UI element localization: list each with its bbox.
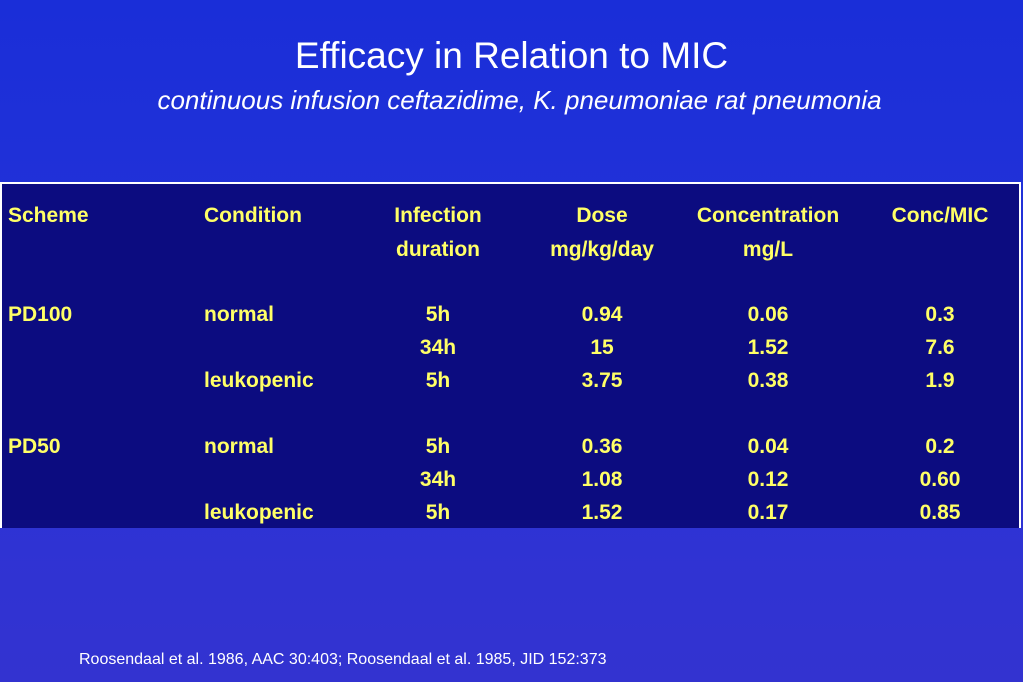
row-3-dose: 3.75	[581, 369, 623, 392]
row-6-duration: 5h	[425, 501, 451, 524]
row-1-duration: 5h	[425, 303, 451, 326]
row-4-condition: normal	[204, 435, 275, 458]
header-concentration-unit: mg/L	[742, 238, 794, 261]
header-concentration: Concentration	[696, 204, 840, 227]
header-infection-unit: duration	[396, 238, 480, 261]
row-2-duration: 34h	[419, 336, 457, 359]
row-1-condition: normal	[204, 303, 275, 326]
row-6-conc-mic: 0.85	[919, 501, 961, 524]
row-5-conc-mic: 0.60	[919, 468, 961, 491]
header-dose: Dose	[576, 204, 628, 227]
row-4-duration: 5h	[425, 435, 451, 458]
row-5-concentration: 0.12	[747, 468, 789, 491]
row-6-concentration: 0.17	[747, 501, 789, 524]
row-6-dose: 1.52	[581, 501, 623, 524]
row-2-dose: 15	[590, 336, 614, 359]
row-2-concentration: 1.52	[747, 336, 789, 359]
header-condition: Condition	[204, 204, 302, 227]
row-4-concentration: 0.04	[747, 435, 789, 458]
row-6-condition: leukopenic	[204, 501, 314, 524]
row-1-conc-mic: 0.3	[925, 303, 955, 326]
row-1-dose: 0.94	[581, 303, 623, 326]
header-dose-unit: mg/kg/day	[550, 238, 654, 261]
row-3-duration: 5h	[425, 369, 451, 392]
row-4-dose: 0.36	[581, 435, 623, 458]
row-4-conc-mic: 0.2	[925, 435, 955, 458]
header-conc-mic: Conc/MIC	[891, 204, 989, 227]
row-4-scheme: PD50	[8, 435, 61, 458]
row-2-conc-mic: 7.6	[925, 336, 955, 359]
row-3-concentration: 0.38	[747, 369, 789, 392]
row-3-condition: leukopenic	[204, 369, 314, 392]
row-5-dose: 1.08	[581, 468, 623, 491]
row-3-conc-mic: 1.9	[925, 369, 955, 392]
row-1-scheme: PD100	[8, 303, 73, 326]
header-infection: Infection	[394, 204, 482, 227]
slide-subtitle: continuous infusion ceftazidime, K. pneu…	[157, 85, 882, 115]
slide-title: Efficacy in Relation to MIC	[294, 35, 729, 76]
citation-footer: Roosendaal et al. 1986, AAC 30:403; Roos…	[79, 651, 607, 668]
results-table: Scheme Condition Infection Dose Concentr…	[0, 182, 1021, 528]
row-5-duration: 34h	[419, 468, 457, 491]
header-scheme: Scheme	[8, 204, 89, 227]
row-1-concentration: 0.06	[747, 303, 789, 326]
